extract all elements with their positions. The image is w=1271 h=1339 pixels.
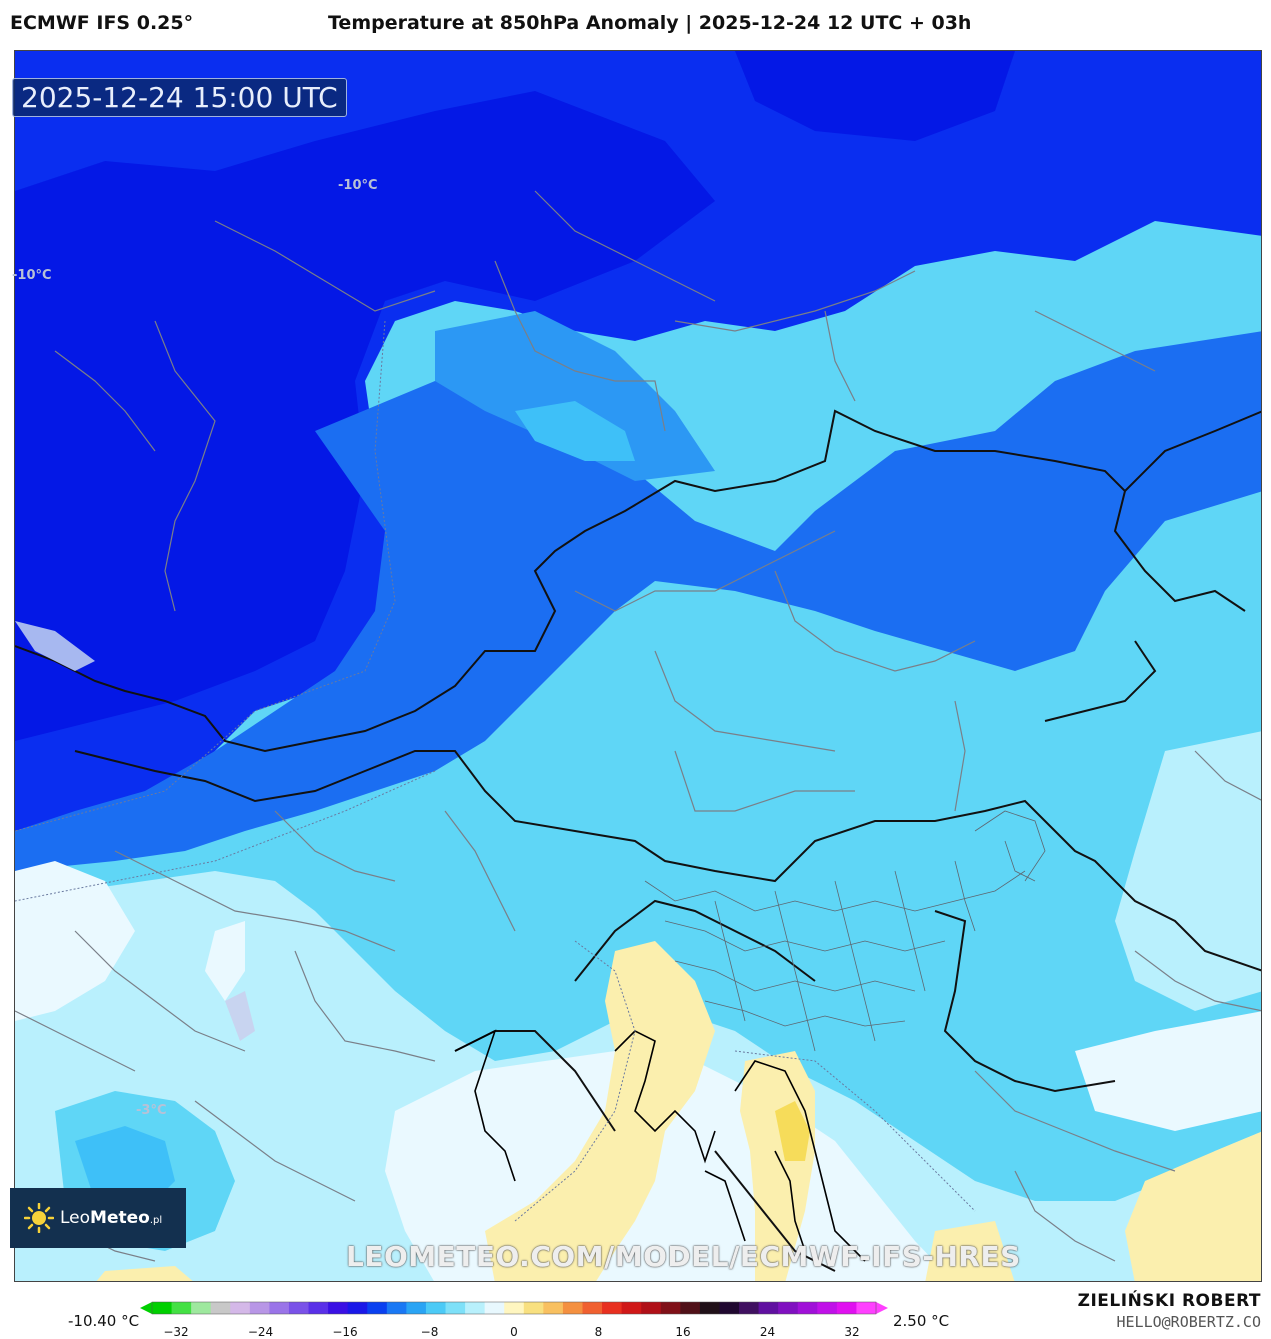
contour-label: -3°C (136, 1103, 167, 1118)
author-credit: ZIELIŃSKI ROBERT (1077, 1291, 1261, 1311)
colorbar-swatch (152, 1302, 173, 1314)
colorbar-swatch (465, 1302, 486, 1314)
colorbar-swatch (621, 1302, 642, 1314)
field-deep-blue (15, 91, 715, 741)
colorbar-swatch (191, 1302, 212, 1314)
lake (225, 991, 255, 1041)
colorbar-swatch (406, 1302, 427, 1314)
colorbar-swatch (836, 1302, 857, 1314)
map-panel[interactable] (14, 50, 1262, 1282)
field-medium-blue (15, 331, 1261, 871)
logo-text: LeoMeteo.pl (60, 1208, 163, 1228)
colorbar-max-arrow (876, 1302, 888, 1314)
colorbar-swatch (641, 1302, 662, 1314)
colorbar-swatch (367, 1302, 388, 1314)
author-email[interactable]: HELLO@ROBERTZ.CO (1116, 1313, 1262, 1331)
colorbar-swatch (308, 1302, 329, 1314)
colorbar-tick-label: −32 (163, 1325, 189, 1339)
colorbar-swatch (602, 1302, 623, 1314)
colorbar-swatch (425, 1302, 447, 1314)
colorbar-swatch (680, 1302, 701, 1314)
colorbar-tick-label: −8 (420, 1325, 439, 1339)
contour-label: -10°C (338, 178, 378, 193)
colorbar-tick-label: −16 (332, 1325, 358, 1339)
colorbar-swatch (660, 1302, 681, 1314)
colorbar-swatch (719, 1302, 740, 1314)
coastline (454, 1029, 866, 1262)
map-title: Temperature at 850hPa Anomaly | 2025-12-… (328, 12, 972, 34)
municipality-grid (644, 810, 1046, 1052)
colorbar-tick-label: 8 (594, 1325, 603, 1339)
colorbar-swatch (817, 1302, 838, 1314)
colorbar-swatch (543, 1302, 564, 1314)
colorbar-tick-label: 0 (510, 1325, 518, 1339)
lake-geneva (15, 621, 95, 671)
contour-label: -10°C (12, 268, 52, 283)
colorbar-swatch (758, 1302, 779, 1314)
colorbar-swatch (210, 1302, 231, 1314)
colorbar-swatch (484, 1302, 505, 1314)
colorbar-swatch (171, 1302, 192, 1314)
colorbar-swatch (523, 1302, 544, 1314)
colorbar-max-label: 2.50 °C (893, 1312, 950, 1330)
contour-lines (15, 320, 976, 1222)
colorbar-swatch (739, 1302, 760, 1314)
colorbar-swatch (249, 1302, 270, 1314)
leometeo-logo[interactable]: LeoMeteo.pl (10, 1188, 186, 1248)
colorbar-swatch (230, 1302, 251, 1314)
country-borders (15, 409, 1261, 1272)
regional-borders (15, 190, 1261, 1262)
colorbar-swatch (582, 1302, 603, 1314)
colorbar-tick-label: 32 (844, 1325, 860, 1339)
colorbar-swatch (347, 1302, 368, 1314)
colorbar-tick-label: 16 (675, 1325, 691, 1339)
colorbar-swatch (445, 1302, 466, 1314)
colorbar-swatch (269, 1302, 290, 1314)
valid-time-badge: 2025-12-24 15:00 UTC (12, 78, 347, 117)
colorbar-swatch (778, 1302, 799, 1314)
watermark-url: LEOMETEO.COM/MODEL/ECMWF-IFS-HRES (346, 1240, 1021, 1273)
colorbar-swatch (797, 1302, 818, 1314)
field-yellow (485, 941, 715, 1281)
colorbar-tick-label: 24 (759, 1325, 776, 1339)
colorbar-swatch (504, 1302, 525, 1314)
sun-icon (24, 1203, 54, 1233)
colorbar (140, 1301, 888, 1315)
colorbar-min-label: -10.40 °C (68, 1312, 140, 1330)
colorbar-swatch (288, 1302, 310, 1314)
anomaly-field (15, 51, 1261, 1281)
colorbar-swatch (328, 1302, 349, 1314)
colorbar-swatch (562, 1302, 583, 1314)
model-title: ECMWF IFS 0.25° (10, 12, 194, 34)
colorbar-swatch (699, 1302, 720, 1314)
colorbar-tick-label: −24 (247, 1325, 274, 1339)
colorbar-swatch (386, 1302, 407, 1314)
colorbar-min-arrow (140, 1302, 152, 1314)
colorbar-swatch (856, 1302, 877, 1314)
